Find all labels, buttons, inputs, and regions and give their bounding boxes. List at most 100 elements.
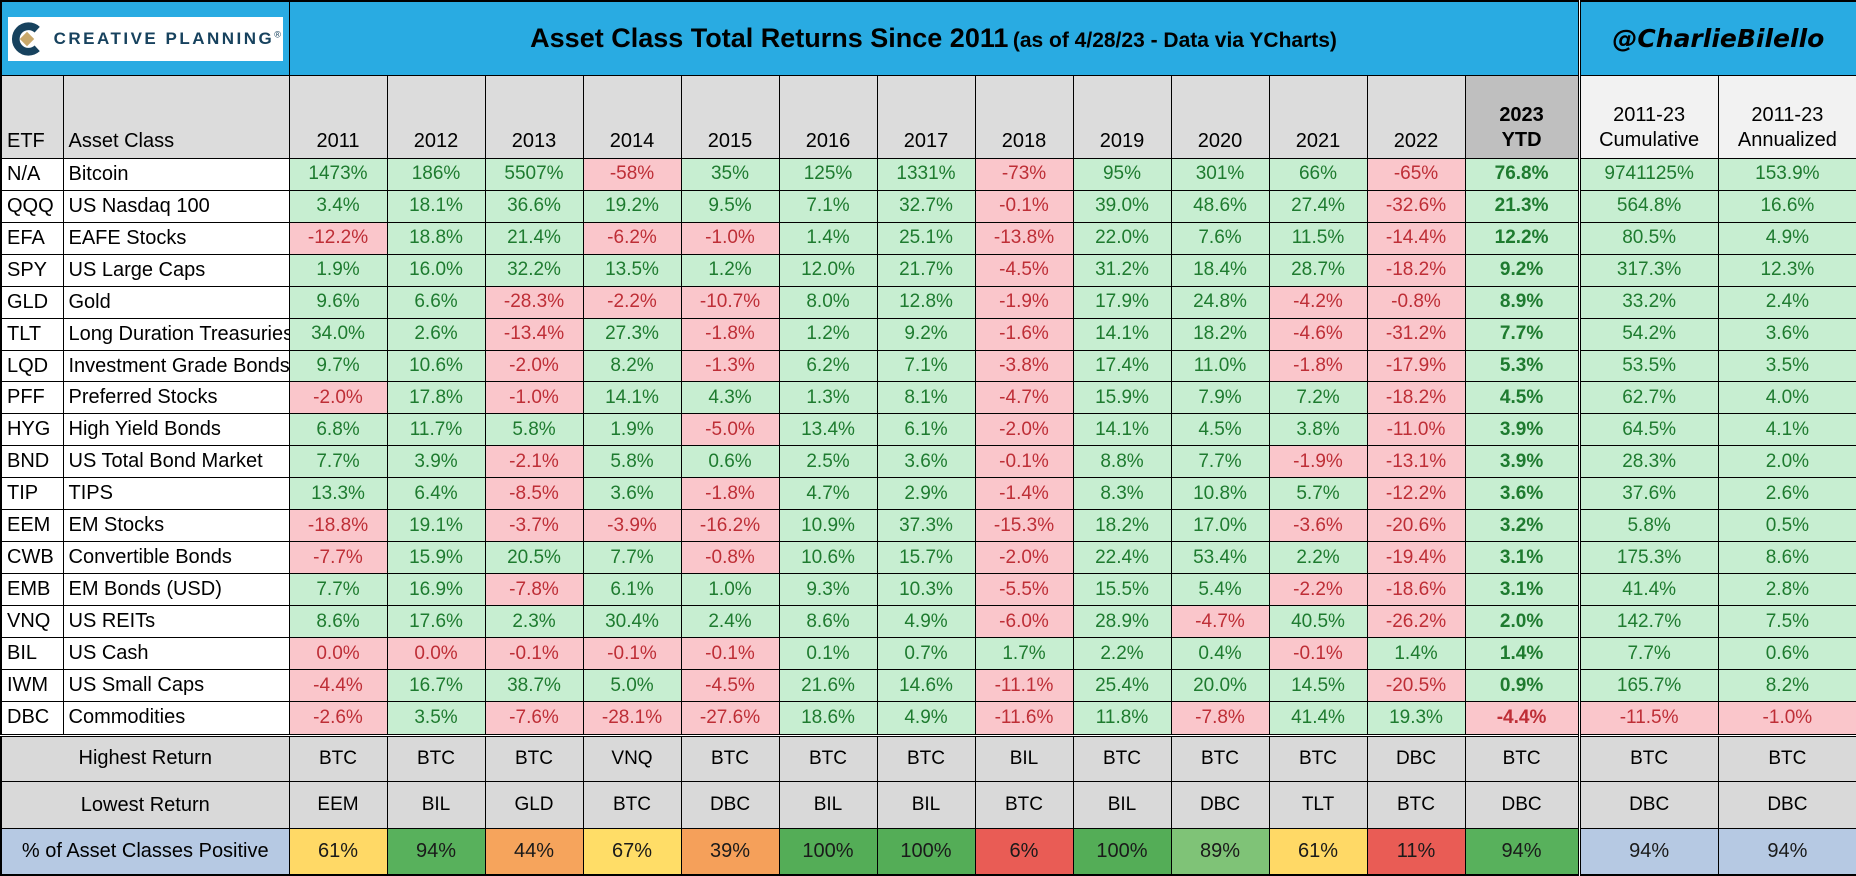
- pct-positive-cell: 61%: [288, 827, 388, 876]
- etf-cell: EEM: [0, 509, 64, 543]
- return-cell: -2.0%: [288, 381, 388, 415]
- cumulative-return-cell: 5.8%: [1577, 509, 1719, 543]
- asset-row: DBC Commodities -2.6% 3.5% -7.6% -28.1% -27.6%…: [0, 701, 1856, 736]
- return-cell: -31.2%: [1366, 317, 1466, 351]
- return-cell: 301%: [1170, 157, 1270, 191]
- annualized-return-cell: 12.3%: [1717, 253, 1856, 287]
- return-cell: -6.0%: [974, 605, 1074, 639]
- ytd-return-cell: -4.4%: [1464, 701, 1580, 736]
- return-cell: -4.7%: [974, 381, 1074, 415]
- return-cell: -13.1%: [1366, 445, 1466, 479]
- return-cell: -13.8%: [974, 221, 1074, 255]
- cumulative-return-cell: 37.6%: [1577, 477, 1719, 511]
- etf-cell: TLT: [0, 317, 64, 351]
- pct-positive-cell: 100%: [876, 827, 976, 876]
- return-cell: -18.6%: [1366, 573, 1466, 607]
- return-cell: -0.1%: [582, 637, 682, 671]
- etf-cell: BND: [0, 445, 64, 479]
- highest-return-cell: BTC: [1072, 733, 1172, 783]
- return-cell: 5.0%: [582, 669, 682, 703]
- return-cell: 6.1%: [876, 413, 976, 447]
- return-cell: -3.8%: [974, 349, 1074, 383]
- return-cell: -5.0%: [680, 413, 780, 447]
- return-cell: 2.2%: [1072, 637, 1172, 671]
- return-cell: 2.3%: [484, 605, 584, 639]
- return-cell: -6.2%: [582, 221, 682, 255]
- return-cell: -1.8%: [1268, 349, 1368, 383]
- return-cell: -4.4%: [288, 669, 388, 703]
- pct-positive-cell: 100%: [778, 827, 878, 876]
- logo-cell: CREATIVE PLANNING®: [0, 0, 290, 77]
- lowest-return-cell: DBC: [1577, 781, 1719, 829]
- lowest-return-cell: BTC: [582, 781, 682, 829]
- return-cell: 19.2%: [582, 189, 682, 223]
- return-cell: 17.9%: [1072, 285, 1172, 319]
- return-cell: 0.4%: [1170, 637, 1270, 671]
- pct-positive-cell: 61%: [1268, 827, 1368, 876]
- return-cell: -4.2%: [1268, 285, 1368, 319]
- annualized-return-cell: 4.0%: [1717, 381, 1856, 415]
- asset-row: QQQ US Nasdaq 100 3.4% 18.1% 36.6% 19.2% 9.5% 7…: [0, 189, 1856, 223]
- return-cell: 25.4%: [1072, 669, 1172, 703]
- annualized-return-cell: 2.6%: [1717, 477, 1856, 511]
- etf-cell: BIL: [0, 637, 64, 671]
- annualized-return-cell: 2.8%: [1717, 573, 1856, 607]
- return-cell: 5.8%: [582, 445, 682, 479]
- cumulative-return-cell: 33.2%: [1577, 285, 1719, 319]
- annualized-return-cell: 4.1%: [1717, 413, 1856, 447]
- annualized-return-cell: 3.6%: [1717, 317, 1856, 351]
- return-cell: 53.4%: [1170, 541, 1270, 575]
- return-cell: 7.7%: [288, 445, 388, 479]
- return-cell: 95%: [1072, 157, 1172, 191]
- return-cell: 4.9%: [876, 605, 976, 639]
- return-cell: -4.5%: [974, 253, 1074, 287]
- asset-row: HYG High Yield Bonds 6.8% 11.7% 5.8% 1.9% -5.0…: [0, 413, 1856, 447]
- summary-rows: Highest Return BTC BTC BTC VNQ BTC BTC BTC BIL BT…: [0, 733, 1856, 876]
- asset-class-cell: US Large Caps: [62, 253, 290, 287]
- year-column-header: 2013: [484, 75, 584, 159]
- return-cell: 39.0%: [1072, 189, 1172, 223]
- asset-row: EFA EAFE Stocks -12.2% 18.8% 21.4% -6.2% -1.0%…: [0, 221, 1856, 255]
- return-cell: 9.7%: [288, 349, 388, 383]
- return-cell: 12.0%: [778, 253, 878, 287]
- return-cell: -18.2%: [1366, 253, 1466, 287]
- return-cell: 9.5%: [680, 189, 780, 223]
- etf-cell: IWM: [0, 669, 64, 703]
- return-cell: 6.4%: [386, 477, 486, 511]
- return-cell: 13.5%: [582, 253, 682, 287]
- ytd-return-cell: 1.4%: [1464, 637, 1580, 671]
- cumulative-return-cell: 564.8%: [1577, 189, 1719, 223]
- return-cell: -0.1%: [1268, 637, 1368, 671]
- pct-positive-cell: 11%: [1366, 827, 1466, 876]
- return-cell: 0.0%: [288, 637, 388, 671]
- year-column-header: 2020: [1170, 75, 1270, 159]
- return-cell: 18.2%: [1170, 317, 1270, 351]
- return-cell: 28.7%: [1268, 253, 1368, 287]
- return-cell: -1.0%: [484, 381, 584, 415]
- return-cell: 1.2%: [680, 253, 780, 287]
- return-cell: -3.7%: [484, 509, 584, 543]
- asset-class-cell: US Cash: [62, 637, 290, 671]
- cumulative-return-cell: 41.4%: [1577, 573, 1719, 607]
- return-cell: -16.2%: [680, 509, 780, 543]
- return-cell: 11.0%: [1170, 349, 1270, 383]
- annualized-return-cell: 3.5%: [1717, 349, 1856, 383]
- return-cell: -2.0%: [974, 541, 1074, 575]
- return-cell: 0.0%: [386, 637, 486, 671]
- return-cell: 3.5%: [386, 701, 486, 736]
- asset-row: N/A Bitcoin 1473% 186% 5507% -58% 35% 125% 1331%…: [0, 157, 1856, 191]
- return-cell: 14.1%: [1072, 413, 1172, 447]
- return-cell: -12.2%: [1366, 477, 1466, 511]
- return-cell: -0.1%: [974, 445, 1074, 479]
- ytd-return-cell: 3.9%: [1464, 445, 1580, 479]
- highest-return-cell: BTC: [680, 733, 780, 783]
- return-cell: -14.4%: [1366, 221, 1466, 255]
- lowest-return-cell: BIL: [386, 781, 486, 829]
- asset-row: SPY US Large Caps 1.9% 16.0% 32.2% 13.5% 1.2% 1…: [0, 253, 1856, 287]
- asset-class-cell: Investment Grade Bonds: [62, 349, 290, 383]
- lowest-return-row: Lowest Return EEM BIL GLD BTC DBC BIL BIL BTC BIL…: [0, 781, 1856, 829]
- ytd-return-cell: 76.8%: [1464, 157, 1580, 191]
- annualized-return-cell: -1.0%: [1717, 701, 1856, 736]
- return-cell: 8.6%: [778, 605, 878, 639]
- return-cell: 14.5%: [1268, 669, 1368, 703]
